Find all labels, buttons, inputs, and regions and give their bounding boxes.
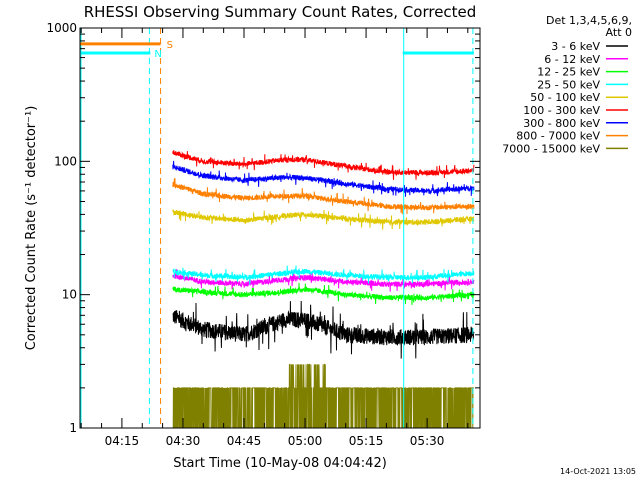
x-tick-label: 05:30 xyxy=(410,434,445,448)
y-tick-label: 1 xyxy=(69,421,77,435)
y-tick-label: 10 xyxy=(62,288,77,302)
y-axis-label: Corrected Count Rate (s⁻¹ detector⁻¹) xyxy=(24,106,39,351)
legend-entry-label: 12 - 25 keV xyxy=(537,66,600,79)
legend-entry-label: 50 - 100 keV xyxy=(530,91,600,104)
legend-entry-label: 800 - 7000 keV xyxy=(516,130,600,143)
plot-frame xyxy=(79,27,481,429)
legend-title-line-1: Det 1,3,4,5,6,9, xyxy=(546,14,632,27)
chart-title: RHESSI Observing Summary Count Rates, Co… xyxy=(84,3,477,21)
legend-entry-label: 6 - 12 keV xyxy=(544,53,600,66)
x-axis: 04:15 04:30 04:45 05:00 05:15 05:30 xyxy=(80,28,469,448)
y-axis: 1 10 100 1000 xyxy=(46,21,480,435)
series-trace-8 xyxy=(172,363,474,429)
saa-flag-label: S xyxy=(167,40,173,51)
legend-title-line-2: Att 0 xyxy=(606,26,632,39)
series-trace-0 xyxy=(172,300,475,359)
series-trace-7 xyxy=(172,177,475,215)
series-trace-1 xyxy=(172,269,475,292)
flags-group: SN xyxy=(80,28,474,428)
series-trace-4 xyxy=(172,209,475,230)
x-tick-label: 04:30 xyxy=(166,434,201,448)
x-axis-label: Start Time (10-May-08 04:04:42) xyxy=(173,456,387,471)
x-tick-label: 04:45 xyxy=(227,434,262,448)
series-trace-3 xyxy=(172,265,475,285)
traces-group xyxy=(172,150,475,429)
series-trace-6 xyxy=(172,160,475,197)
legend-entry-label: 7000 - 15000 keV xyxy=(502,142,600,155)
legend-entry-label: 25 - 50 keV xyxy=(537,78,600,91)
legend-entry-label: 100 - 300 keV xyxy=(523,104,600,117)
x-tick-label: 05:00 xyxy=(288,434,323,448)
y-tick-label: 100 xyxy=(54,154,77,168)
x-tick-label: 05:15 xyxy=(349,434,384,448)
x-tick-label: 04:15 xyxy=(105,434,140,448)
series-trace-2 xyxy=(172,282,475,306)
series-trace-5 xyxy=(172,150,475,180)
y-tick-label: 1000 xyxy=(46,21,77,35)
legend-entry-label: 300 - 800 keV xyxy=(523,117,600,130)
footer-date: 14-Oct-2021 13:05 xyxy=(560,467,636,476)
legend-entry-label: 3 - 6 keV xyxy=(551,40,600,53)
night-flag-label: N xyxy=(154,49,161,60)
